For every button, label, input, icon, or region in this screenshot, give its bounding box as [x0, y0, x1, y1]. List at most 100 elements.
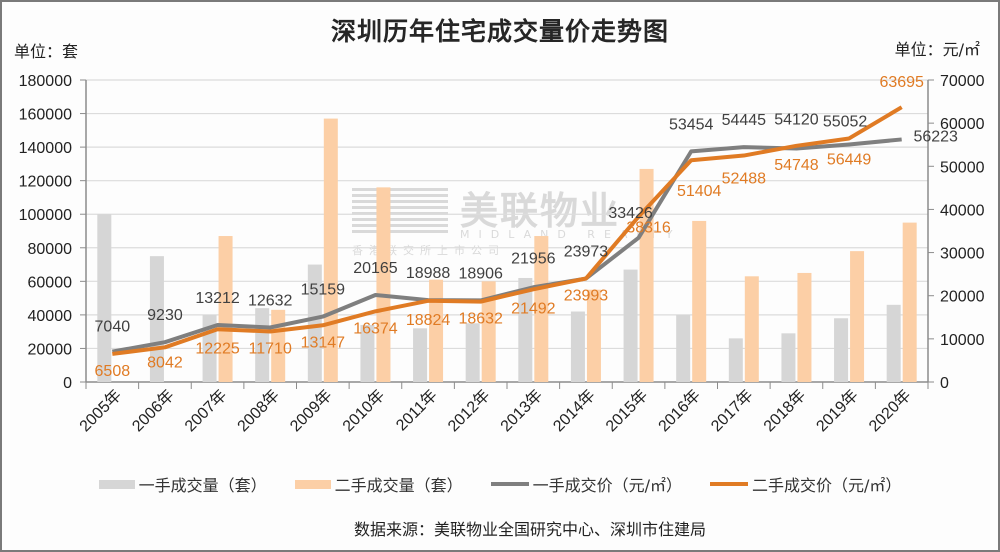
bar-new-volume: [781, 333, 796, 382]
x-axis-tick-label: 2005年: [76, 386, 125, 435]
left-axis-tick-label: 0: [63, 375, 72, 392]
data-label-new-price: 54120: [774, 112, 819, 129]
data-label-second-price: 18824: [406, 312, 451, 329]
legend-label: 一手成交量（套）: [138, 476, 267, 495]
legend-swatch-second-price: [710, 482, 749, 486]
bar-second-volume: [534, 236, 549, 382]
right-axis-unit: 单位：元/㎡: [894, 40, 980, 59]
data-label-second-price: 21492: [511, 300, 556, 317]
left-axis-tick-label: 40000: [28, 308, 73, 325]
combo-chart: 0200004000060000800001000001200001400001…: [19, 73, 985, 435]
right-axis-tick-label: 10000: [940, 332, 985, 349]
x-axis-tick-label: 2016年: [655, 386, 704, 435]
bar-new-volume: [834, 318, 849, 382]
watermark-brand-cn: 美联物业: [460, 189, 621, 233]
data-label-new-price: 18906: [458, 265, 503, 282]
bar-second-volume: [850, 251, 865, 382]
x-axis-tick-label: 2007年: [181, 386, 230, 435]
left-axis-tick-label: 60000: [28, 274, 73, 291]
x-axis-tick-label: 2015年: [602, 386, 651, 435]
right-axis-tick-label: 50000: [940, 159, 985, 176]
bar-new-volume: [518, 277, 533, 382]
bar-new-volume: [97, 214, 112, 382]
left-axis-tick-label: 20000: [28, 341, 73, 358]
x-axis-tick-label: 2009年: [286, 386, 335, 435]
bar-second-volume: [902, 222, 917, 382]
legend-label: 二手成交价（元/㎡）: [752, 476, 902, 495]
data-label-new-price: 12632: [248, 293, 293, 310]
data-label-second-price: 16374: [353, 320, 398, 337]
left-axis-tick-label: 140000: [19, 140, 72, 157]
bar-new-volume: [623, 269, 638, 382]
data-label-new-price: 20165: [353, 260, 398, 277]
legend-label: 一手成交价（元/㎡）: [532, 476, 683, 495]
data-label-new-price: 9230: [147, 307, 183, 324]
x-axis-tick-label: 2008年: [234, 386, 283, 435]
left-axis-tick-label: 100000: [19, 207, 72, 224]
data-label-new-price: 33426: [608, 205, 653, 222]
x-axis-tick-label: 2018年: [760, 386, 809, 435]
data-label-second-price: 56449: [827, 151, 872, 168]
data-label-second-price: 23993: [564, 287, 609, 304]
bar-second-volume: [692, 220, 707, 382]
legend-swatch-new-price: [490, 482, 529, 486]
data-label-second-price: 6508: [95, 363, 131, 380]
left-axis-tick-label: 120000: [19, 174, 72, 191]
bar-new-volume: [413, 328, 428, 382]
chart-title: 深圳历年住宅成交量价走势图: [330, 17, 669, 46]
data-label-new-price: 53454: [669, 116, 714, 133]
left-axis-tick-label: 180000: [19, 73, 72, 90]
right-axis-tick-label: 70000: [940, 73, 985, 90]
data-label-new-price: 54445: [722, 112, 767, 129]
legend-item-second-price: 二手成交价（元/㎡）: [710, 472, 901, 496]
x-axis-tick-label: 2017年: [707, 386, 756, 435]
data-label-second-price: 54748: [774, 157, 819, 174]
data-label-new-price: 13212: [195, 290, 240, 307]
legend-label: 二手成交量（套）: [334, 476, 463, 495]
legend-item-new-price: 一手成交价（元/㎡）: [490, 472, 683, 496]
legend-item-second-volume: 二手成交量（套）: [294, 472, 463, 496]
data-label-new-price: 18988: [406, 265, 451, 282]
data-label-new-price: 15159: [301, 282, 346, 299]
right-axis-tick-label: 40000: [940, 202, 985, 219]
chart-legend: 一手成交量（套） 二手成交量（套） 一手成交价（元/㎡） 二手成交价（元/㎡）: [0, 472, 1000, 496]
data-label-second-price: 8042: [147, 354, 183, 371]
bar-new-volume: [465, 323, 480, 382]
data-label-second-price: 52488: [722, 171, 767, 188]
bar-second-volume: [218, 236, 233, 382]
x-axis-tick-label: 2011年: [393, 386, 441, 434]
data-label-second-price: 12225: [195, 340, 240, 357]
bar-second-volume: [376, 187, 391, 382]
bar-second-volume: [797, 272, 812, 382]
bar-new-volume: [728, 338, 743, 382]
bar-second-volume: [429, 279, 444, 382]
bar-new-volume: [676, 314, 691, 382]
data-label-new-price: 55052: [823, 113, 868, 130]
line-second-price: [112, 105, 903, 356]
bar-new-volume: [307, 264, 322, 382]
right-axis-tick-label: 20000: [940, 289, 985, 306]
bar-second-volume: [744, 276, 759, 382]
left-axis-tick-label: 80000: [28, 241, 73, 258]
data-label-second-price: 63695: [879, 74, 924, 91]
x-axis-tick-label: 2014年: [550, 386, 599, 435]
bar-new-volume: [570, 311, 585, 382]
x-axis-tick-label: 2010年: [339, 386, 388, 435]
data-label-new-price: 7040: [95, 319, 131, 336]
x-axis-tick-label: 2013年: [497, 386, 546, 435]
bar-second-volume: [586, 289, 601, 382]
right-axis-tick-label: 30000: [940, 246, 985, 263]
data-label-second-price: 51404: [677, 183, 722, 200]
x-axis-tick-label: 2012年: [444, 386, 493, 435]
bar-new-volume: [360, 324, 375, 382]
bar-new-volume: [886, 304, 901, 382]
data-label-new-price: 21956: [511, 250, 556, 267]
x-axis-tick-label: 2019年: [813, 386, 862, 435]
right-axis-tick-label: 0: [940, 375, 949, 392]
x-axis-tick-label: 2006年: [129, 386, 178, 435]
left-axis-unit: 单位：套: [14, 42, 79, 61]
midland-logo-icon: [352, 188, 448, 234]
left-axis-tick-label: 160000: [19, 107, 72, 124]
data-label-new-price: 23973: [564, 244, 609, 261]
